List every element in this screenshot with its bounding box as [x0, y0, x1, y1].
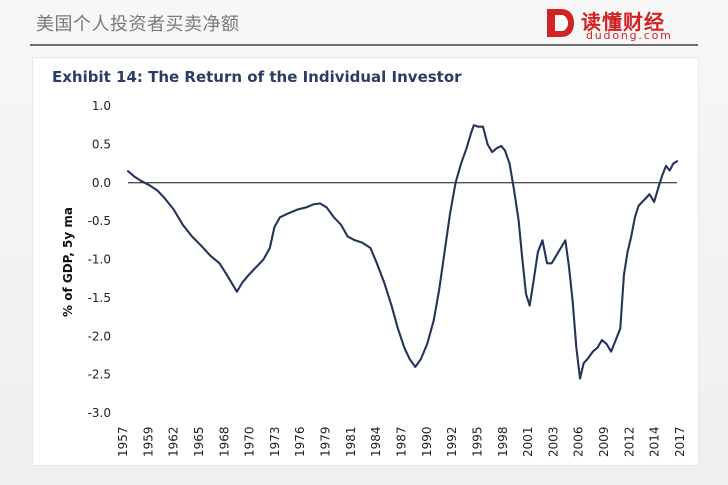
x-tick-label: 1998 — [496, 426, 510, 457]
x-tick-label: 2014 — [648, 426, 662, 457]
x-tick-label: 2017 — [673, 426, 687, 457]
series-line — [126, 124, 679, 380]
y-tick-label: -1.0 — [88, 253, 111, 267]
y-tick-label: 0.5 — [92, 137, 111, 151]
x-tick-label: 1976 — [293, 426, 307, 457]
brand-name: 读懂财经 — [581, 10, 665, 34]
x-tick-label: 2006 — [572, 426, 586, 457]
x-tick-label: 1990 — [420, 426, 434, 457]
brand-logo: 读懂财经 dudong.com — [544, 7, 694, 42]
y-tick-label: -3.0 — [88, 406, 111, 420]
y-tick-label: -2.5 — [88, 368, 111, 382]
x-tick-label: 1987 — [395, 426, 409, 457]
x-tick-label: 2009 — [597, 426, 611, 457]
x-tick-label: 1968 — [217, 426, 231, 457]
y-axis-label: % of GDP, 5y ma — [61, 207, 75, 317]
y-tick-label: 1.0 — [92, 99, 111, 113]
x-tick-label: 1973 — [268, 426, 282, 457]
x-axis: 1957 1959 1962 1965 1968 1970 1973 1976 1979 1981… — [116, 426, 687, 457]
chart-panel — [33, 58, 698, 465]
x-tick-label: 1965 — [192, 426, 206, 457]
y-tick-label: -0.5 — [88, 214, 111, 228]
x-tick-label: 1984 — [369, 426, 383, 457]
x-tick-label: 2012 — [622, 426, 636, 457]
x-tick-label: 2003 — [546, 426, 560, 457]
d-logo-icon — [547, 9, 574, 37]
x-tick-label: 1959 — [141, 426, 155, 457]
x-tick-label: 1957 — [116, 426, 130, 457]
brand-domain: dudong.com — [586, 29, 673, 42]
chart-title: Exhibit 14: The Return of the Individual… — [52, 68, 462, 86]
x-tick-label: 1979 — [319, 426, 333, 457]
x-tick-label: 2001 — [521, 426, 535, 457]
y-axis: 1.0 0.5 0.0 -0.5 -1.0 -1.5 -2.0 -2.5 -3.0 — [88, 99, 111, 420]
y-tick-label: 0.0 — [92, 176, 111, 190]
y-tick-label: -2.0 — [88, 329, 111, 343]
y-tick-label: -1.5 — [88, 291, 111, 305]
x-tick-label: 1995 — [470, 426, 484, 457]
x-tick-label: 1962 — [167, 426, 181, 457]
x-tick-label: 1970 — [243, 426, 257, 457]
x-tick-label: 1992 — [445, 426, 459, 457]
x-tick-label: 1981 — [344, 426, 358, 457]
page-title: 美国个人投资者买卖净额 — [36, 14, 240, 35]
header-divider — [30, 44, 698, 46]
